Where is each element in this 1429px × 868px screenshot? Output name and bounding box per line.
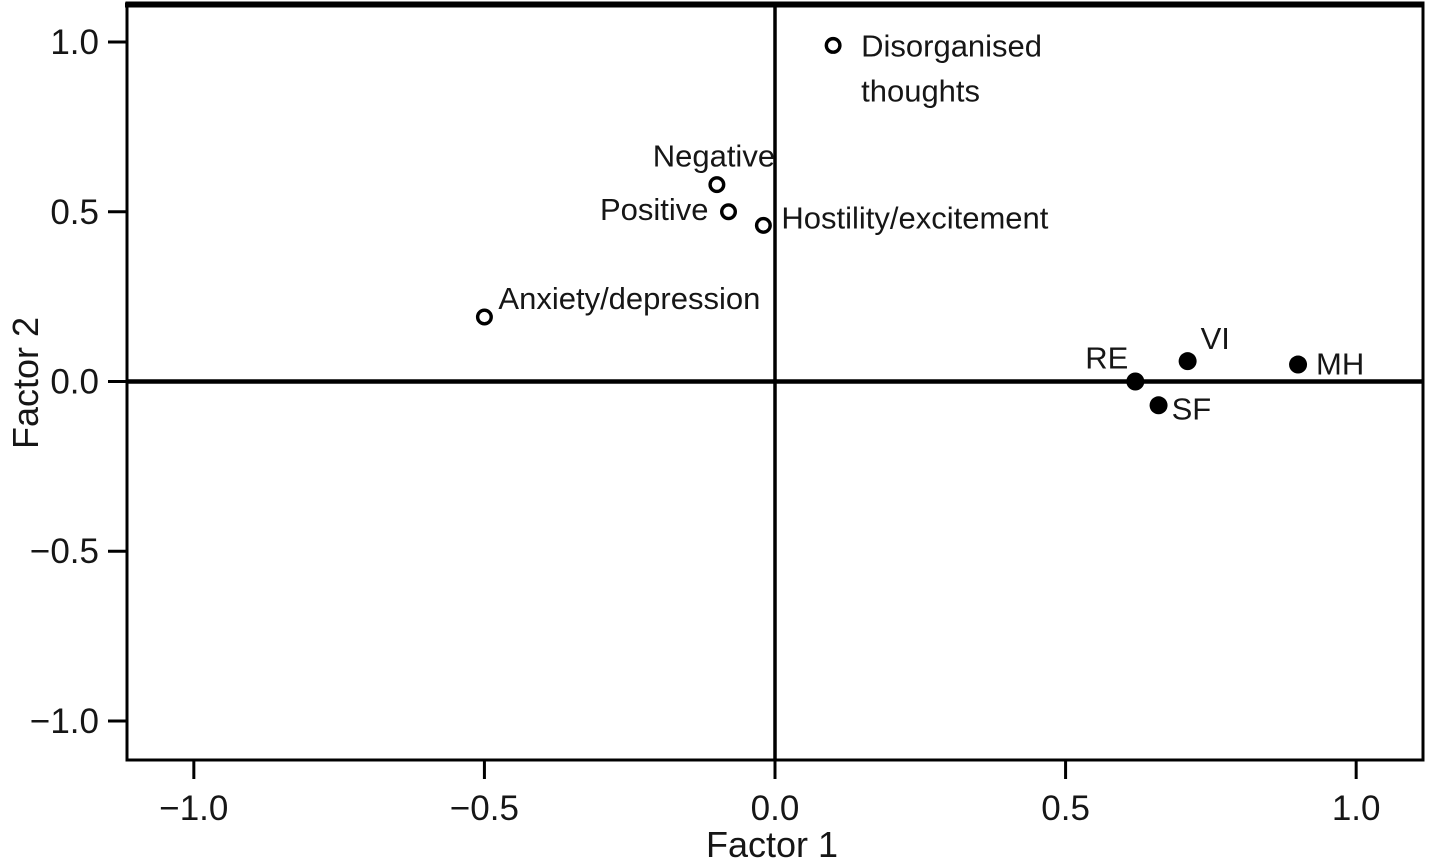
y-axis-tick-label: −0.5 [30,532,99,571]
y-axis-title: Factor 2 [5,317,46,449]
point-label: Negative [653,139,775,174]
filled-circle-marker [1289,355,1308,374]
point-label: thoughts [861,73,980,108]
x-axis-tick-label: −1.0 [159,789,228,828]
open-circle-marker [708,176,726,194]
filled-circle-marker [1178,352,1197,371]
point-label: Hostility/excitement [781,200,1048,235]
x-axis-tick-label: −0.5 [450,789,519,828]
point-label: Disorganised [861,28,1042,63]
point-label: RE [1085,341,1128,376]
axis-ticks [108,40,1358,779]
y-axis-tick-label: 1.0 [50,23,99,62]
x-axis-tick-label: 0.0 [751,789,800,828]
x-axis-title: Factor 1 [706,824,838,865]
filled-circle-marker [1126,372,1145,391]
y-axis-tick-label: 0.0 [50,363,99,402]
point-label: Anxiety/depression [498,281,760,316]
point-label: SF [1172,391,1212,426]
y-axis-tick-label: −1.0 [30,702,99,741]
open-circle-marker [824,36,842,54]
open-circle-marker [754,216,772,234]
point-label: Positive [600,192,709,227]
open-circle-marker [720,203,738,221]
point-label: MH [1316,347,1364,382]
zero-lines [127,3,1423,760]
data-points: Disorganised thoughts Negative Positive Host… [475,28,1364,426]
point-label: VI [1201,321,1230,356]
axis-tick-labels: −1.0 −0.5 0.0 0.5 1.0 −1.0 −0.5 0.0 0.5 1.0 [30,23,1381,828]
y-axis-tick-label: 0.5 [50,193,99,232]
x-axis-tick-label: 1.0 [1332,789,1381,828]
filled-circle-marker [1149,396,1168,415]
open-circle-marker [475,308,493,326]
x-axis-tick-label: 0.5 [1041,789,1090,828]
